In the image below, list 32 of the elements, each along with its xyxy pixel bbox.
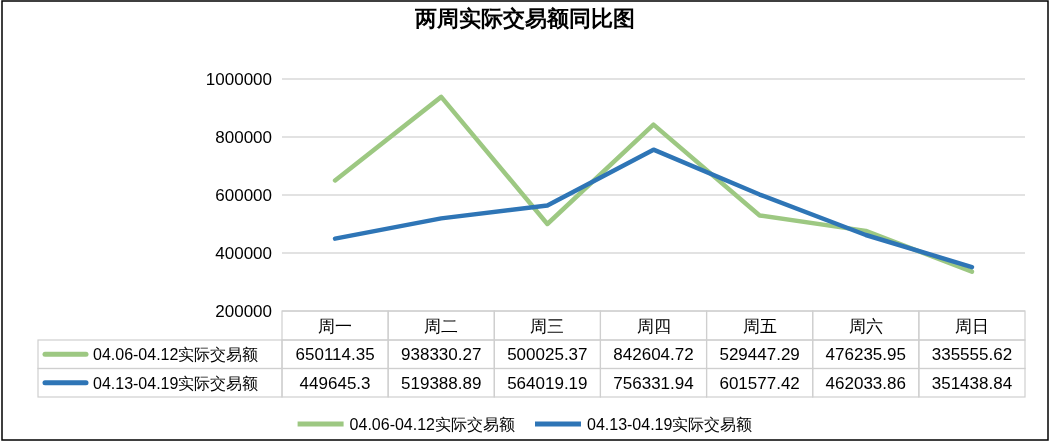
x-tick-label: 周六	[848, 317, 883, 336]
data-label: 650114.35	[295, 345, 375, 364]
data-label: 529447.29	[719, 345, 800, 364]
x-tick-label: 周一	[318, 317, 353, 336]
legend-label: 04.13-04.19实际交易额	[587, 416, 753, 433]
data-label: 351438.84	[931, 373, 1013, 393]
x-tick-label: 周四	[636, 317, 671, 336]
data-label: 519388.89	[401, 373, 482, 393]
y-tick-label: 1000000	[205, 70, 272, 89]
data-label: 601577.42	[719, 373, 800, 393]
data-label: 335555.62	[931, 345, 1013, 364]
data-label: 476235.95	[825, 345, 906, 364]
legend-label: 04.06-04.12实际交易额	[93, 346, 259, 363]
y-tick-label: 800000	[215, 128, 272, 147]
legend-label: 04.13-04.19实际交易额	[93, 374, 259, 392]
x-tick-label: 周二	[424, 317, 459, 336]
data-label: 564019.19	[507, 373, 588, 393]
y-tick-label: 400000	[215, 244, 272, 263]
y-tick-label: 600000	[215, 186, 272, 205]
x-tick-label: 周日	[954, 317, 989, 336]
data-label: 842604.72	[613, 345, 694, 364]
x-tick-label: 周五	[742, 317, 777, 336]
data-label: 938330.27	[401, 345, 482, 364]
data-label: 449645.3	[299, 373, 371, 393]
data-label: 756331.94	[613, 373, 694, 393]
legend-label: 04.06-04.12实际交易额	[349, 416, 515, 433]
y-tick-label: 200000	[215, 302, 272, 321]
data-label: 500025.37	[507, 345, 588, 364]
chart-title: 两周实际交易额同比图	[414, 6, 635, 31]
x-tick-label: 周三	[530, 317, 565, 336]
line-series	[332, 147, 975, 270]
data-label: 462033.86	[825, 373, 906, 393]
